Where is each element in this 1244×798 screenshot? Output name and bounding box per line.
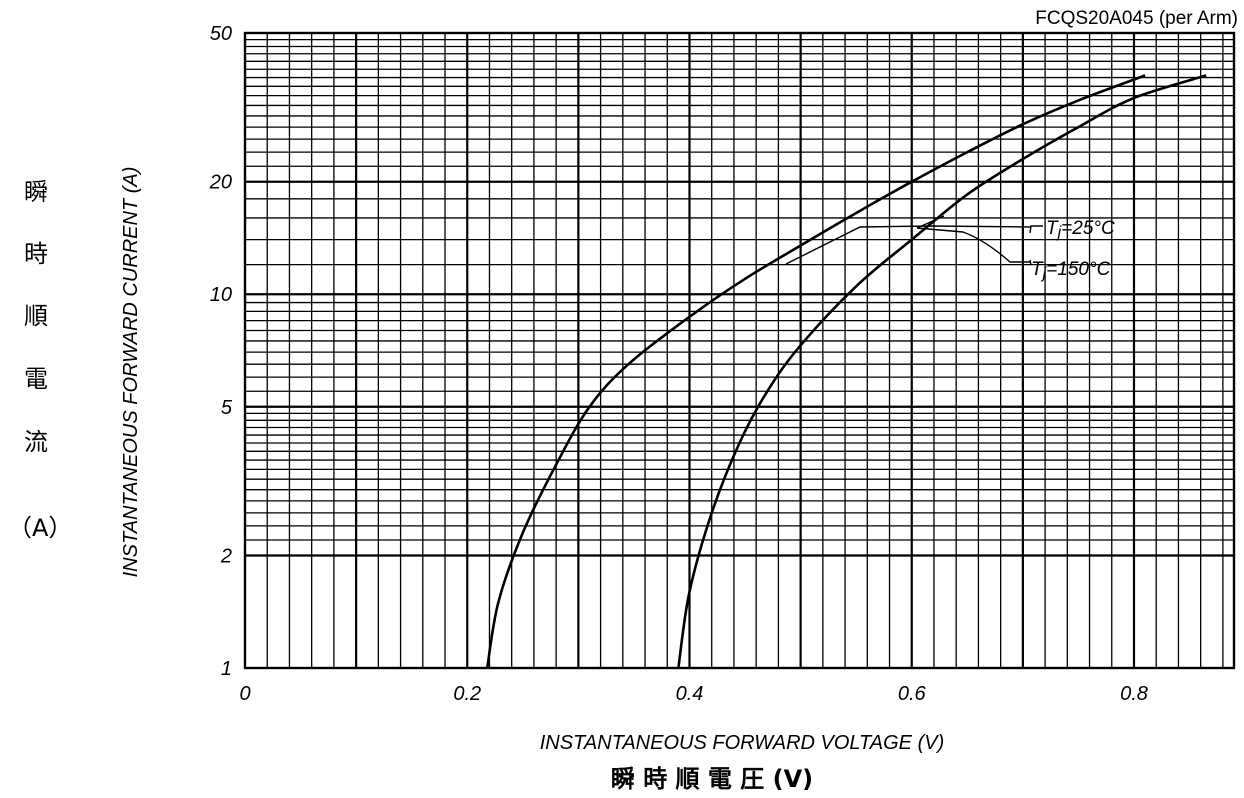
annotation-tj25-rest: =25°C [1061, 218, 1115, 239]
ylabel-jp-char-4: 電 [24, 365, 48, 393]
y-tick-label: 5 [221, 397, 233, 419]
annotation-tj25: Tj=25°C [1046, 218, 1115, 241]
ylabel-english: INSTANTANEOUS FORWARD CURRENT (A) [120, 167, 142, 578]
annotation-tj150-sub: j [1041, 265, 1047, 282]
curves [485, 74, 1207, 669]
x-tick-label: 0.4 [676, 683, 704, 705]
xlabel-japanese: 瞬 時 順 電 圧 (V) [611, 765, 813, 793]
series-line-tj150 [677, 74, 1207, 669]
series-line-tj25 [485, 74, 1146, 669]
annotation-leaders [785, 215, 1043, 266]
ylabel-jp-char-2: 時 [24, 240, 48, 268]
ylabel-jp-unit: （A） [8, 514, 73, 542]
y-tick-label: 50 [210, 23, 232, 45]
x-tick-label: 0.8 [1120, 683, 1148, 705]
x-tick-label: 0 [239, 683, 250, 705]
y-tick-label: 2 [220, 545, 232, 567]
ylabel-jp-char-3: 順 [24, 302, 48, 330]
x-tick-label: 0.6 [898, 683, 927, 705]
annotation-tj25-t: T [1046, 218, 1059, 239]
ylabel-jp-char-5: 流 [24, 428, 48, 456]
leader-tj150 [916, 227, 1032, 266]
xlabel-english: INSTANTANEOUS FORWARD VOLTAGE (V) [540, 732, 944, 754]
leader-tj25 [785, 225, 1043, 265]
y-tick-label: 1 [221, 658, 232, 680]
x-tick-label: 0.2 [453, 683, 481, 705]
tick-labels: 1 2 5 10 20 50 0 0.2 0.4 0.6 0.8 [209, 23, 1148, 705]
annotation-tj150: Tj=150°C [1031, 259, 1111, 282]
ylabel-jp-char-1: 瞬 [24, 178, 48, 206]
annotation-tj25-sub: j [1056, 224, 1062, 241]
leader-tj150-tail [916, 215, 945, 229]
chart-title: FCQS20A045 (per Arm) [1035, 8, 1238, 29]
chart-grid [245, 33, 1234, 668]
y-tick-label: 10 [210, 284, 232, 306]
y-tick-label: 20 [209, 172, 232, 194]
annotation-tj150-t: T [1031, 259, 1044, 280]
plot-frame [243, 31, 1236, 670]
annotation-tj150-rest: =150°C [1046, 259, 1110, 280]
